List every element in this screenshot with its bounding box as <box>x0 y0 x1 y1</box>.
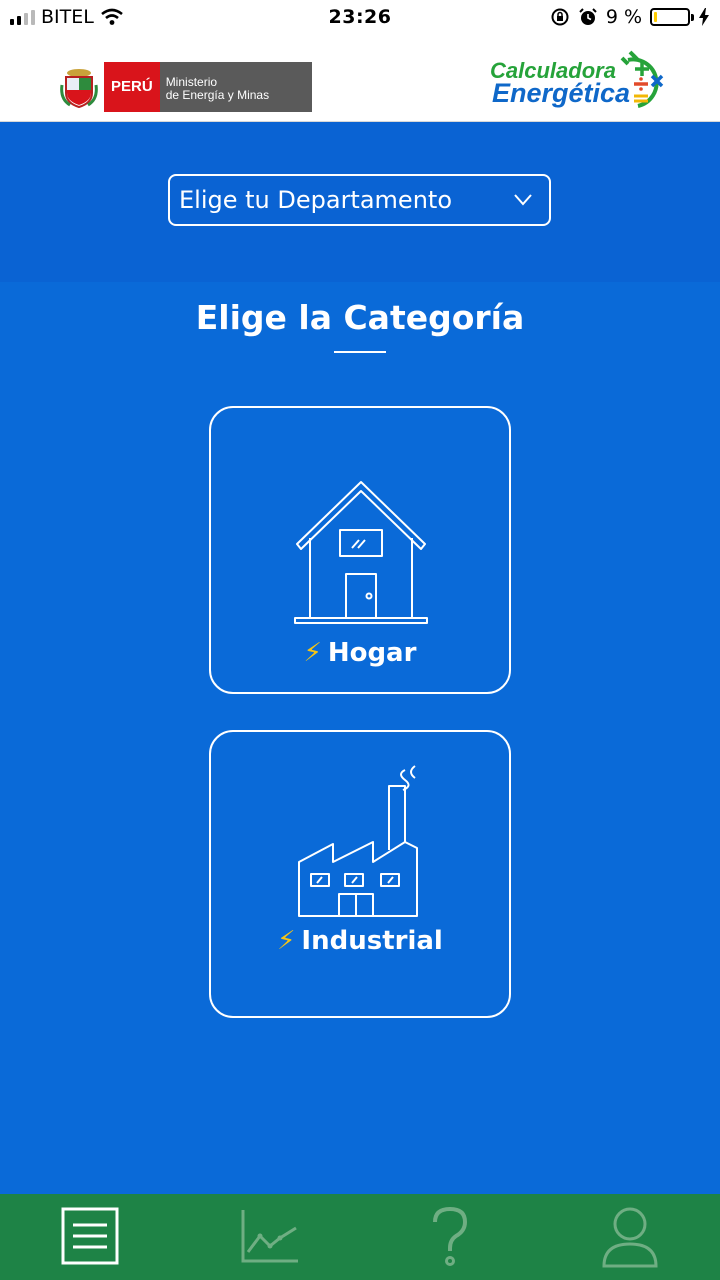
nav-item-menu[interactable] <box>0 1194 180 1280</box>
department-select[interactable]: Elige tu Departamento <box>168 174 551 226</box>
clock: 23:26 <box>328 6 392 28</box>
ministry-line-1: Ministerio <box>165 75 218 89</box>
battery-icon <box>650 8 694 26</box>
chevron-down-icon <box>514 194 532 206</box>
department-section <box>0 122 720 282</box>
chart-icon <box>241 1210 298 1263</box>
page-title: Elige la Categoría <box>195 298 525 337</box>
peru-label: PERÚ <box>104 62 160 112</box>
peru-coat-of-arms-icon <box>60 69 98 109</box>
ministry-logo: PERÚ Ministerio de Energía y Minas <box>60 62 312 112</box>
bolt-icon: ⚡ <box>277 926 296 956</box>
rotation-lock-icon <box>551 8 569 26</box>
bolt-icon: ⚡ <box>303 638 322 668</box>
department-select-label: Elige tu Departamento <box>179 186 452 214</box>
battery-percent: 9 % <box>605 6 642 28</box>
app-logo: Calculadora Energética <box>490 46 668 116</box>
nav-item-profile[interactable] <box>540 1194 720 1280</box>
status-left: BITEL <box>10 6 124 28</box>
app-header: PERÚ Ministerio de Energía y Minas Calcu… <box>0 36 720 122</box>
house-icon <box>294 481 428 624</box>
nav-item-chart[interactable] <box>180 1194 360 1280</box>
factory-icon <box>298 765 418 917</box>
user-icon <box>602 1207 658 1268</box>
charging-icon <box>699 8 709 26</box>
nav-item-help[interactable] <box>360 1194 540 1280</box>
status-bar: BITEL 23:26 9 % <box>0 0 720 36</box>
alarm-icon <box>579 8 597 25</box>
signal-icon <box>10 9 35 25</box>
status-right: 9 % <box>550 6 710 28</box>
category-label-industrial: ⚡ Industrial <box>277 926 443 956</box>
carrier-label: BITEL <box>41 6 94 28</box>
wifi-icon <box>101 8 123 25</box>
category-card-industrial[interactable]: ⚡ Industrial <box>209 730 511 1018</box>
app-logo-line-2: Energética <box>492 78 631 108</box>
category-card-hogar[interactable]: ⚡ Hogar <box>209 406 511 694</box>
title-underline <box>334 351 386 353</box>
calculator-symbols-icon <box>620 50 664 108</box>
help-icon <box>433 1206 468 1266</box>
ministry-label: Ministerio de Energía y Minas <box>159 62 312 112</box>
ministry-line-2: de Energía y Minas <box>165 88 270 102</box>
bottom-nav <box>0 1194 720 1280</box>
category-label-hogar: ⚡ Hogar <box>303 638 417 668</box>
app-logo-line-1: Calculadora <box>490 58 616 83</box>
menu-icon <box>61 1207 119 1265</box>
